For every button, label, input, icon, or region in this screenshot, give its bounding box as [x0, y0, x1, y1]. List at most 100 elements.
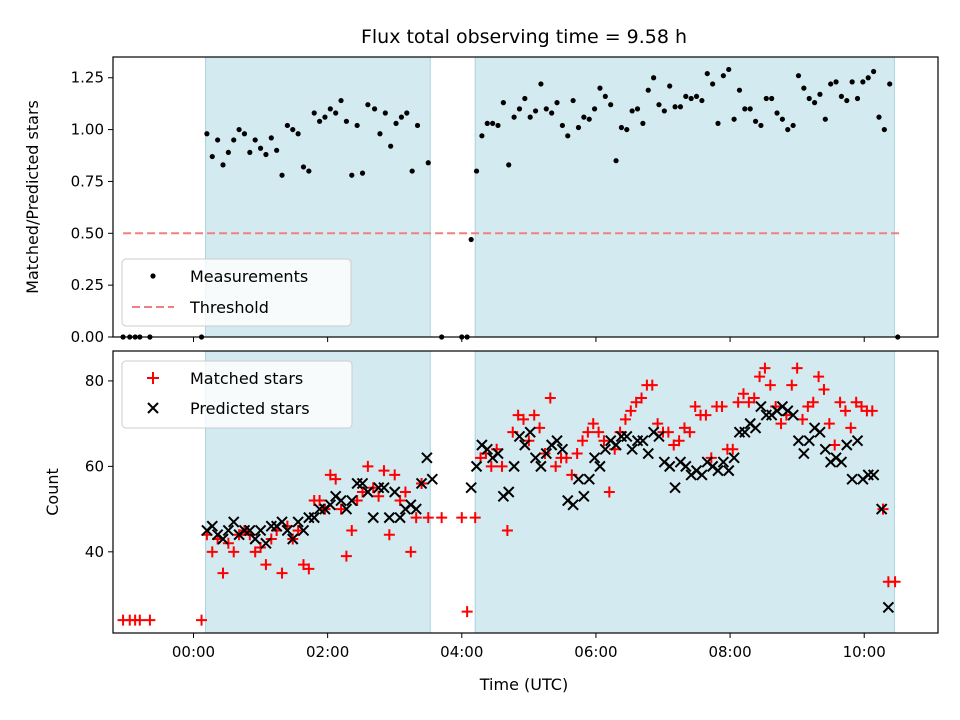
measurement-point	[522, 95, 528, 102]
measurement-point	[758, 122, 764, 129]
predicted-star-point	[803, 435, 815, 447]
measurement-point	[865, 75, 871, 81]
measurement-point	[667, 83, 673, 89]
measurement-point	[279, 172, 285, 178]
predicted-star-point	[846, 473, 858, 485]
legend-matched-marker	[147, 372, 159, 384]
predicted-star-point	[470, 460, 483, 473]
matched-star-point	[625, 405, 637, 417]
predicted-star-point	[663, 460, 676, 473]
measurement-point	[704, 70, 710, 77]
measurement-point	[677, 104, 684, 110]
matched-star-point	[823, 418, 835, 430]
measurement-point	[817, 91, 823, 97]
measurement-point	[377, 131, 383, 137]
matched-star-point	[534, 422, 546, 434]
measurement-point	[382, 110, 388, 116]
predicted-star-point	[749, 422, 762, 434]
predicted-star-point	[717, 456, 730, 468]
matched-star-point	[196, 614, 208, 626]
predicted-star-point	[621, 430, 633, 443]
measurement-point	[699, 97, 705, 104]
predicted-star-point	[583, 473, 595, 485]
measurement-point	[311, 110, 317, 116]
matched-star-point	[839, 405, 851, 417]
measurement-point	[624, 126, 630, 133]
matched-star-point	[144, 614, 156, 626]
predicted-star-point	[529, 452, 542, 464]
matched-star-point	[357, 486, 369, 498]
matched-star-point	[619, 413, 631, 425]
predicted-star-point	[513, 430, 526, 443]
matched-star-point	[587, 418, 599, 430]
matched-star-point	[485, 460, 497, 472]
matched-star-point	[373, 490, 385, 502]
measurement-point	[656, 102, 662, 108]
bottom-legend-box	[121, 360, 353, 429]
predicted-star-point	[308, 511, 320, 524]
top-y-axis-label: Matched/Predicted stars	[23, 100, 42, 294]
measurement-point	[225, 149, 231, 156]
matched-star-point	[646, 379, 658, 391]
predicted-star-point	[394, 511, 406, 524]
measurement-point	[468, 236, 474, 243]
measurement-point	[290, 126, 296, 133]
matched-star-point	[689, 401, 701, 413]
matched-star-point	[577, 435, 589, 447]
measurement-point	[581, 114, 587, 120]
matched-star-point	[603, 486, 615, 498]
predicted-star-point	[244, 524, 256, 537]
matched-star-point	[748, 392, 760, 404]
observing-interval-shade	[474, 56, 895, 338]
measurement-point	[333, 110, 339, 116]
predicted-star-point	[388, 486, 401, 498]
measurement-point	[538, 81, 544, 87]
measurement-point	[306, 168, 312, 174]
predicted-star-point	[882, 601, 895, 614]
predicted-star-point	[281, 524, 294, 537]
predicted-star-point	[875, 503, 888, 515]
measurement-point	[640, 120, 646, 126]
measurement-point	[645, 87, 651, 93]
measurement-point	[511, 114, 517, 120]
matched-star-point	[394, 495, 406, 507]
predicted-star-point	[465, 482, 477, 494]
measurement-point	[343, 118, 350, 124]
measurement-point	[247, 149, 253, 156]
top-y-tick-label: 0.75	[71, 172, 104, 190]
matched-star-point	[340, 550, 352, 562]
measurement-point	[506, 162, 512, 168]
predicted-star-point	[481, 443, 493, 455]
bottom-legend: Matched stars Predicted stars	[121, 360, 353, 429]
predicted-star-point	[680, 460, 692, 473]
x-tick-label: 00:00	[172, 643, 215, 661]
measurement-point	[575, 124, 582, 131]
predicted-star-point	[340, 503, 353, 515]
measurement-point	[838, 93, 845, 100]
predicted-star-point	[867, 469, 880, 481]
predicted-star-point	[626, 443, 638, 455]
measurement-point	[338, 97, 344, 104]
measurement-point	[404, 110, 410, 116]
predicted-star-point	[578, 490, 590, 502]
matched-star-point	[383, 529, 395, 541]
predicted-star-point	[551, 435, 563, 447]
predicted-star-point	[206, 520, 218, 532]
measurement-point	[495, 122, 501, 129]
measurement-point	[398, 114, 405, 120]
predicted-star-point	[260, 537, 272, 549]
measurement-point	[559, 122, 565, 129]
legend-matched-label: Matched stars	[190, 369, 303, 388]
measurement-point	[683, 93, 689, 100]
measurement-point	[591, 106, 598, 112]
matched-star-point	[673, 435, 685, 447]
predicted-star-point	[669, 482, 681, 494]
measurement-point	[854, 95, 861, 102]
matched-star-point	[330, 473, 342, 485]
matched-star-point	[550, 460, 562, 472]
measurement-point	[602, 93, 608, 100]
matched-star-point	[582, 426, 594, 438]
top-legend-box	[121, 258, 352, 327]
matched-star-point	[206, 546, 218, 558]
predicted-star-point	[540, 447, 553, 460]
